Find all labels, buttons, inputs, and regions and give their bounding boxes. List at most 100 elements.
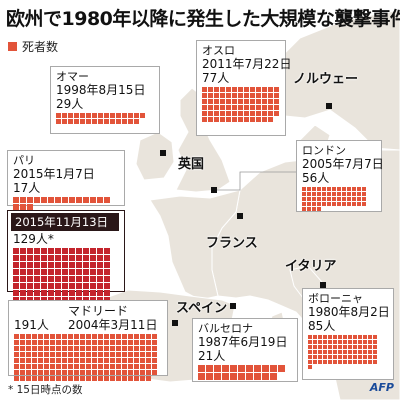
death-block	[302, 192, 306, 196]
death-block	[313, 350, 317, 354]
death-block	[244, 99, 249, 104]
death-block	[20, 204, 26, 210]
death-block	[342, 187, 346, 191]
death-block	[62, 255, 68, 261]
death-block	[110, 352, 115, 357]
death-block	[134, 364, 139, 369]
death-block	[152, 340, 157, 345]
death-block	[56, 358, 61, 363]
death-block	[244, 93, 249, 98]
death-block	[226, 93, 231, 98]
death-block	[98, 340, 103, 345]
death-block	[220, 105, 225, 110]
death-block	[307, 197, 311, 201]
death-block	[122, 346, 127, 351]
death-block	[26, 370, 31, 375]
death-block	[116, 346, 121, 351]
death-block	[116, 334, 121, 339]
death-block	[134, 370, 139, 375]
death-block	[122, 352, 127, 357]
death-block	[128, 370, 133, 375]
death-block	[317, 187, 321, 191]
death-block	[74, 376, 79, 381]
death-block	[268, 93, 273, 98]
death-block	[317, 202, 321, 206]
death-block	[50, 352, 55, 357]
death-block	[44, 364, 49, 369]
death-block	[343, 350, 347, 354]
death-block	[27, 276, 33, 282]
death-block	[353, 335, 357, 339]
death-block	[83, 255, 89, 261]
death-block	[328, 360, 332, 364]
death-block	[56, 340, 61, 345]
death-block	[134, 113, 139, 118]
death-block	[333, 360, 337, 364]
death-block	[69, 290, 75, 296]
death-block	[20, 340, 25, 345]
death-block	[90, 262, 96, 268]
card-bologna: ボローニャ 1980年8月2日 85人	[302, 288, 394, 380]
death-block	[333, 355, 337, 359]
death-block	[69, 255, 75, 261]
date-label: 1980年8月2日	[308, 305, 390, 319]
death-block	[214, 93, 219, 98]
death-block	[41, 276, 47, 282]
death-block	[92, 352, 97, 357]
death-block	[74, 352, 79, 357]
death-block	[68, 334, 73, 339]
death-block	[322, 187, 326, 191]
city-label: ボローニャ	[308, 292, 363, 305]
death-block	[69, 276, 75, 282]
death-block	[312, 197, 316, 201]
death-block	[202, 111, 207, 116]
death-block	[50, 334, 55, 339]
death-block	[62, 340, 67, 345]
death-block	[358, 360, 362, 364]
death-block	[13, 248, 19, 254]
death-block	[62, 334, 67, 339]
death-block	[116, 352, 121, 357]
death-blocks	[198, 365, 286, 381]
legend: 死者数	[8, 38, 58, 55]
death-block	[90, 290, 96, 296]
death-block	[92, 346, 97, 351]
death-block	[97, 248, 103, 254]
death-block	[312, 192, 316, 196]
death-block	[90, 269, 96, 275]
death-block	[358, 350, 362, 354]
death-block	[68, 358, 73, 363]
death-block	[20, 364, 25, 369]
death-block	[20, 283, 26, 289]
death-block	[14, 340, 19, 345]
death-block	[41, 248, 47, 254]
death-block	[214, 373, 221, 380]
death-block	[146, 358, 151, 363]
death-block	[44, 334, 49, 339]
death-block	[116, 113, 121, 118]
death-block	[373, 355, 377, 359]
death-block	[274, 87, 279, 92]
death-block	[20, 269, 26, 275]
death-block	[55, 197, 61, 203]
death-block	[83, 269, 89, 275]
death-count: 191人	[14, 318, 49, 332]
death-block	[48, 262, 54, 268]
death-block	[220, 117, 225, 122]
death-block	[140, 346, 145, 351]
death-block	[226, 87, 231, 92]
death-block	[74, 340, 79, 345]
death-block	[220, 111, 225, 116]
death-block	[14, 358, 19, 363]
death-block	[104, 113, 109, 118]
death-block	[220, 93, 225, 98]
death-block	[34, 269, 40, 275]
death-block	[104, 334, 109, 339]
death-block	[116, 119, 121, 124]
death-block	[323, 355, 327, 359]
death-block	[198, 373, 205, 380]
death-block	[262, 111, 267, 116]
death-block	[20, 376, 25, 381]
death-block	[50, 358, 55, 363]
death-block	[323, 335, 327, 339]
